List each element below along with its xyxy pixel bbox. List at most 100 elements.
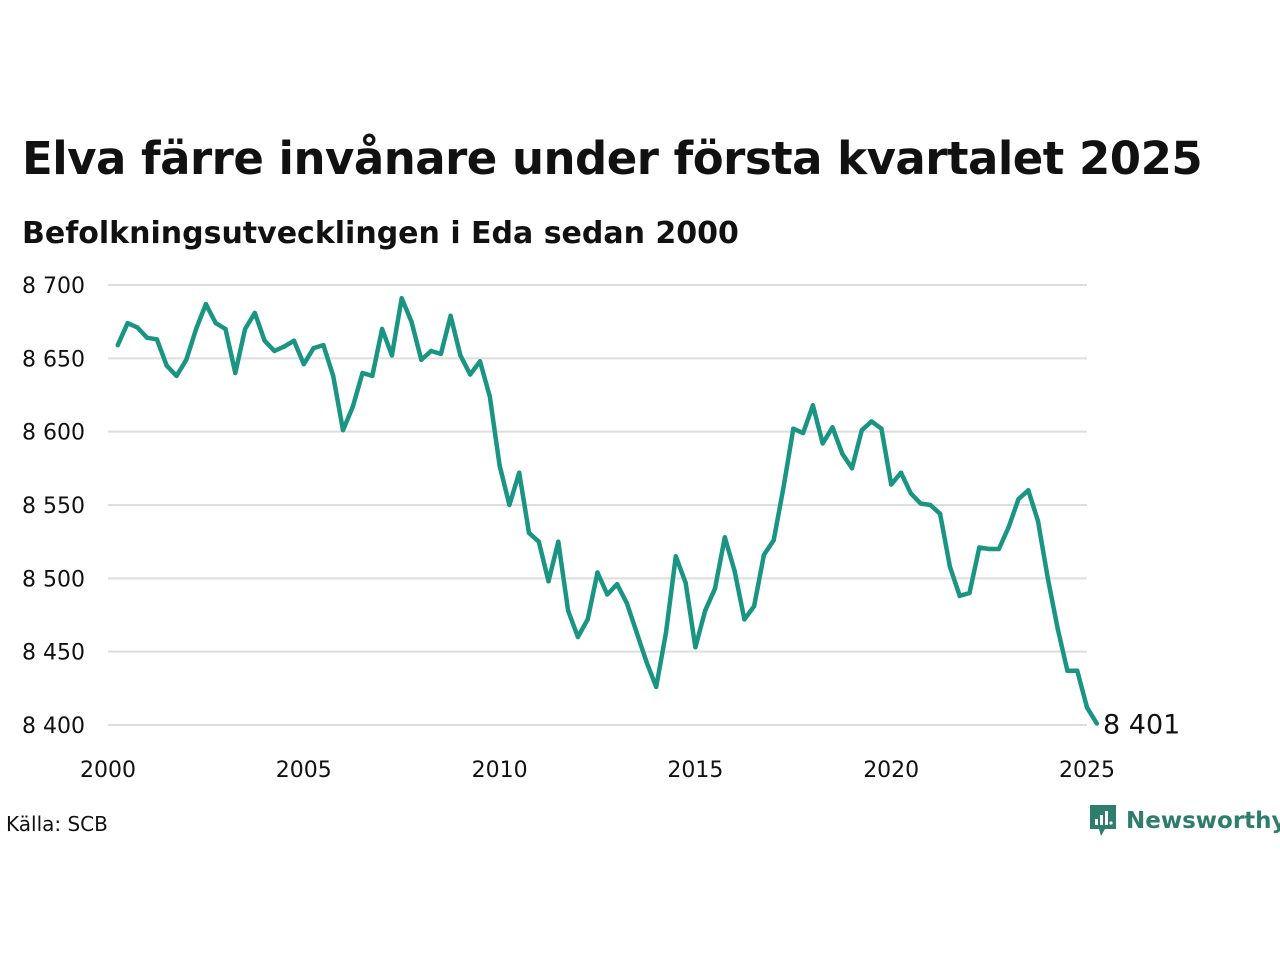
data-point	[918, 501, 923, 506]
data-point	[497, 463, 502, 468]
data-point	[614, 582, 620, 587]
data-point	[742, 617, 747, 622]
logo-text: Newsworthy	[1126, 808, 1280, 834]
data-point	[957, 593, 962, 599]
x-tick-label: 2010	[472, 758, 528, 783]
data-point	[546, 579, 551, 584]
data-point	[761, 552, 767, 558]
data-point	[1035, 518, 1041, 524]
data-point	[409, 319, 414, 324]
data-point	[624, 601, 630, 606]
newsworthy-logo-icon	[1090, 805, 1116, 836]
data-point	[977, 545, 982, 550]
data-point	[340, 428, 346, 433]
data-point	[536, 539, 541, 544]
data-point	[145, 335, 150, 340]
data-point	[663, 630, 669, 635]
chart-subtitle: Befolkningsutvecklingen i Eda sedan 2000	[22, 216, 739, 251]
data-point	[115, 342, 121, 348]
data-point	[869, 419, 874, 424]
data-point	[1006, 524, 1011, 530]
y-tick-label: 8 550	[22, 494, 85, 519]
data-point	[468, 372, 473, 377]
y-tick-label: 8 700	[22, 274, 85, 299]
data-point	[703, 608, 708, 613]
data-point	[986, 546, 992, 552]
data-point	[565, 608, 571, 613]
data-point	[262, 338, 267, 343]
series-line	[115, 295, 1100, 726]
data-point	[605, 592, 610, 597]
data-point	[654, 684, 659, 690]
data-point	[370, 373, 375, 379]
x-tick-label: 2000	[80, 758, 136, 783]
x-tick-label: 2005	[276, 758, 332, 783]
data-point	[791, 426, 796, 431]
x-tick-label: 2025	[1059, 758, 1115, 783]
data-point	[517, 470, 522, 475]
data-point	[135, 325, 140, 330]
data-point	[908, 491, 913, 496]
data-point	[937, 511, 943, 516]
data-point	[820, 441, 825, 446]
data-point	[458, 353, 463, 358]
data-point	[928, 502, 933, 508]
data-point	[154, 337, 160, 342]
data-point	[1016, 496, 1021, 502]
x-tick-label: 2020	[863, 758, 919, 783]
data-point	[477, 359, 483, 364]
data-point	[800, 430, 806, 436]
data-point	[830, 425, 835, 430]
data-point	[242, 326, 248, 332]
data-point	[879, 426, 884, 431]
data-point	[810, 403, 816, 408]
data-point	[644, 659, 649, 665]
data-point	[898, 470, 904, 475]
data-point	[575, 634, 581, 640]
data-point	[233, 370, 238, 376]
data-point	[1055, 626, 1060, 631]
data-point	[947, 564, 953, 569]
source-note: Källa: SCB	[6, 812, 108, 836]
y-tick-label: 8 650	[22, 347, 85, 372]
data-point	[849, 466, 855, 471]
data-point	[1084, 705, 1090, 710]
data-point	[526, 530, 532, 536]
y-tick-label: 8 600	[22, 421, 85, 446]
data-point	[585, 617, 590, 622]
data-point	[889, 482, 894, 487]
data-point	[164, 363, 169, 368]
data-point	[282, 344, 287, 349]
data-point	[1045, 576, 1051, 581]
data-point	[252, 310, 257, 316]
data-point	[399, 296, 404, 301]
data-point	[291, 338, 297, 343]
data-point	[771, 538, 776, 543]
data-point	[595, 570, 600, 575]
data-point	[193, 326, 199, 332]
data-point	[1026, 488, 1031, 493]
data-point	[184, 357, 189, 362]
y-tick-label: 8 500	[22, 567, 85, 592]
data-point	[419, 357, 424, 362]
data-point	[1094, 721, 1100, 726]
data-point	[556, 539, 561, 544]
data-point	[350, 404, 355, 409]
data-point	[360, 370, 365, 376]
end-value-label: 8 401	[1103, 710, 1180, 741]
chart-title: Elva färre invånare under första kvartal…	[22, 132, 1203, 185]
data-point	[223, 326, 228, 332]
data-point	[967, 590, 972, 596]
data-point	[683, 580, 688, 585]
data-point	[389, 353, 395, 358]
data-point	[311, 345, 316, 351]
data-point	[634, 630, 639, 635]
data-point	[722, 535, 727, 540]
data-point	[781, 485, 786, 490]
data-point	[379, 326, 385, 332]
data-point	[859, 428, 864, 433]
data-point	[487, 394, 492, 399]
data-point	[272, 348, 277, 354]
data-point	[712, 586, 718, 591]
